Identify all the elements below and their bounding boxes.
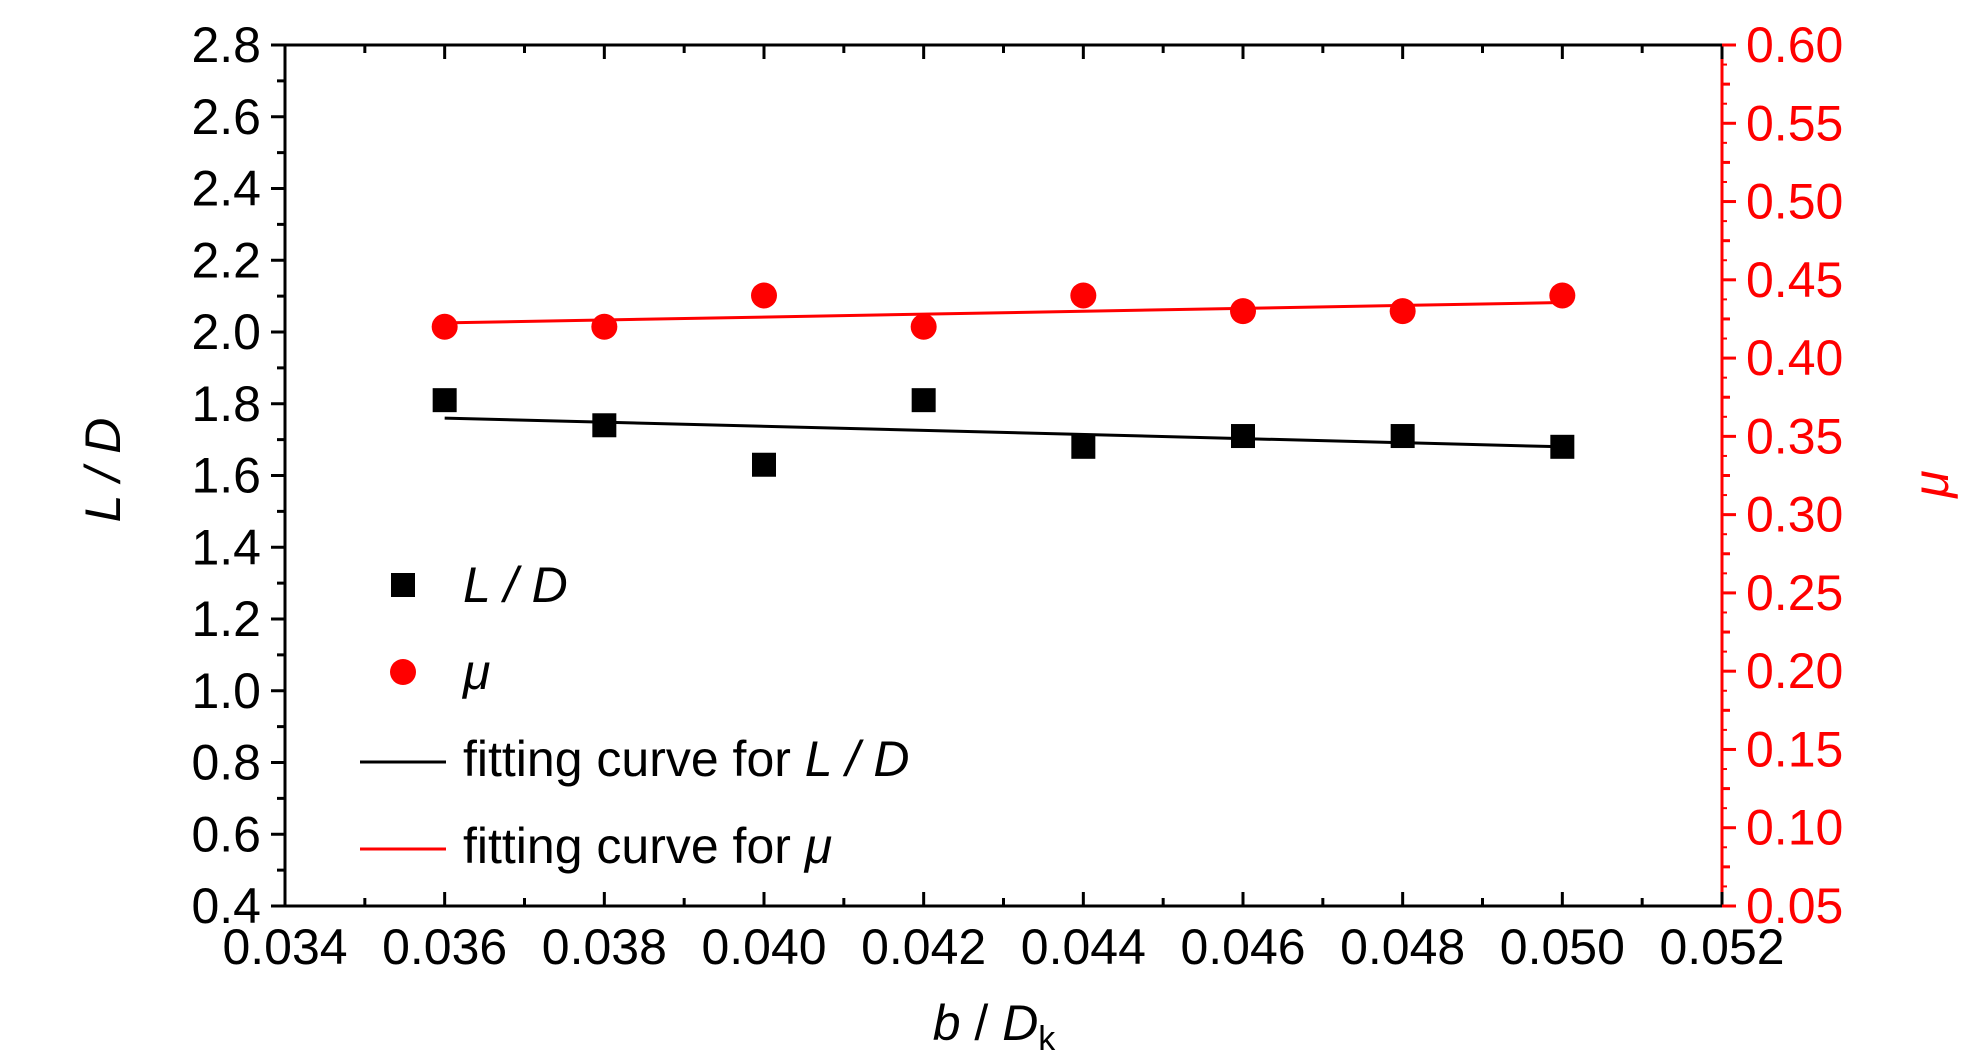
- legend-label-part: L / D: [805, 731, 910, 787]
- mu-point: [910, 313, 937, 340]
- x-tick-label: 0.038: [542, 919, 667, 975]
- y-left-tick-label: 2.8: [191, 17, 261, 73]
- x-tick-label: 0.040: [701, 919, 826, 975]
- x-tick-label: 0.052: [1659, 919, 1784, 975]
- ld-point: [432, 388, 457, 413]
- legend-label: fitting curve for L / D: [463, 731, 909, 787]
- mu-point: [1549, 282, 1576, 309]
- y-right-tick-label: 0.05: [1746, 878, 1843, 934]
- y-left-tick-label: 1.8: [191, 376, 261, 432]
- y-left-tick-label: 2.0: [191, 304, 261, 360]
- y-left-tick-label: 1.6: [191, 448, 261, 504]
- legend-label-part: fitting curve for: [463, 818, 805, 874]
- mu-point: [1389, 298, 1416, 325]
- x-axis-title: b / Dk: [933, 995, 1057, 1058]
- x-axis-title-main: b: [933, 995, 961, 1051]
- legend-label: fitting curve for μ: [463, 818, 832, 874]
- ld-point: [592, 413, 617, 438]
- series-layer: [431, 282, 1576, 477]
- x-tick-label: 0.050: [1500, 919, 1625, 975]
- y-right-axis-title: μ: [1903, 470, 1959, 499]
- x-tick-label: 0.036: [382, 919, 507, 975]
- mu-point: [1070, 282, 1097, 309]
- mu-point: [1230, 298, 1256, 325]
- y-right-tick-label: 0.25: [1746, 565, 1843, 621]
- fit-line-mu: [444, 301, 1563, 325]
- x-tick-label: 0.048: [1340, 919, 1465, 975]
- y-right-tick-label: 0.40: [1746, 330, 1843, 386]
- y-right-tick-label: 0.55: [1746, 95, 1843, 151]
- ld-point: [1231, 424, 1255, 449]
- y-left-tick-label: 2.2: [191, 232, 261, 288]
- legend-label-part: fitting curve for: [463, 731, 805, 787]
- legend-label-part: μ: [461, 644, 490, 700]
- fit-line-ld: [444, 416, 1563, 449]
- legend-mu-symbol: [390, 659, 416, 685]
- legend-label: L / D: [463, 557, 568, 613]
- y-left-tick-label: 1.2: [191, 591, 261, 647]
- y-right-tick-label: 0.15: [1746, 721, 1843, 777]
- y-right-tick-label: 0.30: [1746, 487, 1843, 543]
- ld-point: [752, 452, 776, 477]
- x-axis-title-sep: /: [961, 995, 1003, 1051]
- ld-point: [1390, 424, 1415, 449]
- legend-label-part: L / D: [463, 557, 568, 613]
- x-tick-label: 0.034: [222, 919, 347, 975]
- x-tick-label: 0.042: [861, 919, 986, 975]
- x-axis-title-var: D: [1002, 995, 1038, 1051]
- y-left-tick-label: 1.4: [191, 519, 261, 575]
- y-left-tick-label: 2.4: [191, 161, 261, 217]
- legend-label-part: μ: [803, 818, 832, 874]
- legend-ld-symbol: [391, 573, 415, 597]
- ld-point: [911, 388, 936, 413]
- y-left-tick-label: 0.6: [191, 806, 261, 862]
- legend-label: μ: [461, 644, 490, 700]
- y-left-axis-title: L / D: [75, 418, 131, 523]
- y-right-tick-label: 0.20: [1746, 643, 1843, 699]
- y-left-tick-label: 0.4: [191, 878, 261, 934]
- x-tick-label: 0.046: [1180, 919, 1305, 975]
- mu-point: [431, 313, 458, 340]
- y-right-tick-label: 0.10: [1746, 800, 1843, 856]
- y-left-tick-label: 2.6: [191, 89, 261, 145]
- y-right-tick-label: 0.60: [1746, 17, 1843, 73]
- x-axis-title-sub: k: [1038, 1020, 1056, 1058]
- mu-point: [591, 313, 618, 340]
- x-axis: 0.034 0.036 0.038 0.040 0.042 0.044 0.046 0.048…: [222, 45, 1785, 975]
- y-right-tick-label: 0.50: [1746, 174, 1843, 230]
- y-left-tick-label: 0.8: [191, 735, 261, 791]
- x-tick-label: 0.044: [1021, 919, 1146, 975]
- y-right-tick-label: 0.45: [1746, 252, 1843, 308]
- y-right-tick-label: 0.35: [1746, 408, 1843, 464]
- mu-point: [751, 282, 777, 309]
- y-left-tick-label: 1.0: [191, 663, 261, 719]
- ld-point: [1071, 434, 1096, 459]
- y-right-axis: 0.05 0.10 0.15 0.20 0.25 0.30 0.35 0.40 0.45 0.50…: [1722, 17, 1843, 934]
- y-left-axis: 0.4 0.6 0.8 1.0 1.2 1.4 1.6 1.8 2.0 2.2 2.4 2.6 2.8: [191, 17, 285, 934]
